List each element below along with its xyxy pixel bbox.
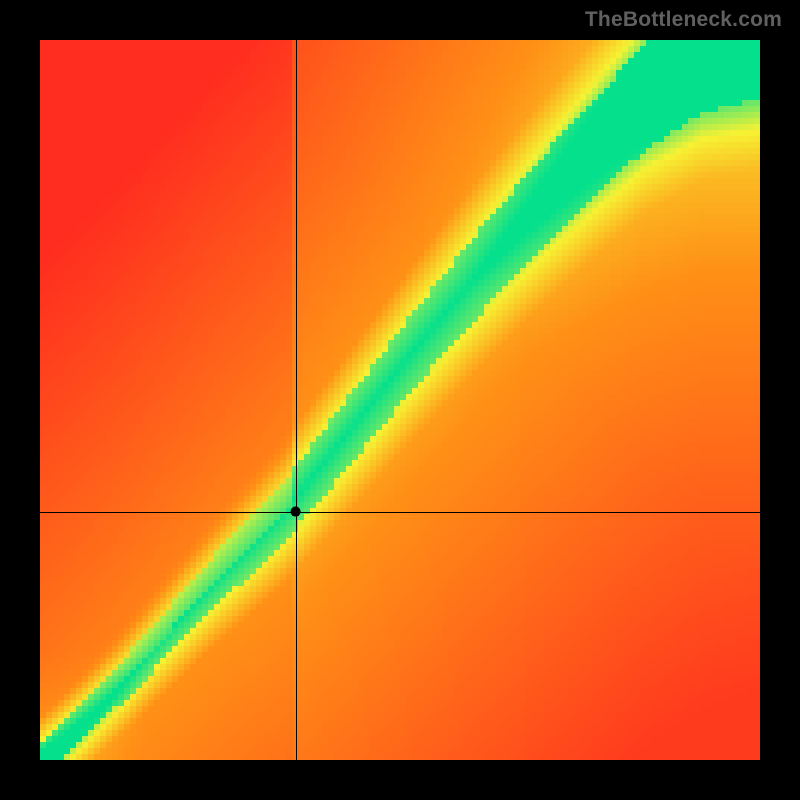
chart-frame: TheBottleneck.com [0, 0, 800, 800]
watermark-text: TheBottleneck.com [585, 8, 782, 32]
crosshair-overlay [40, 40, 760, 760]
